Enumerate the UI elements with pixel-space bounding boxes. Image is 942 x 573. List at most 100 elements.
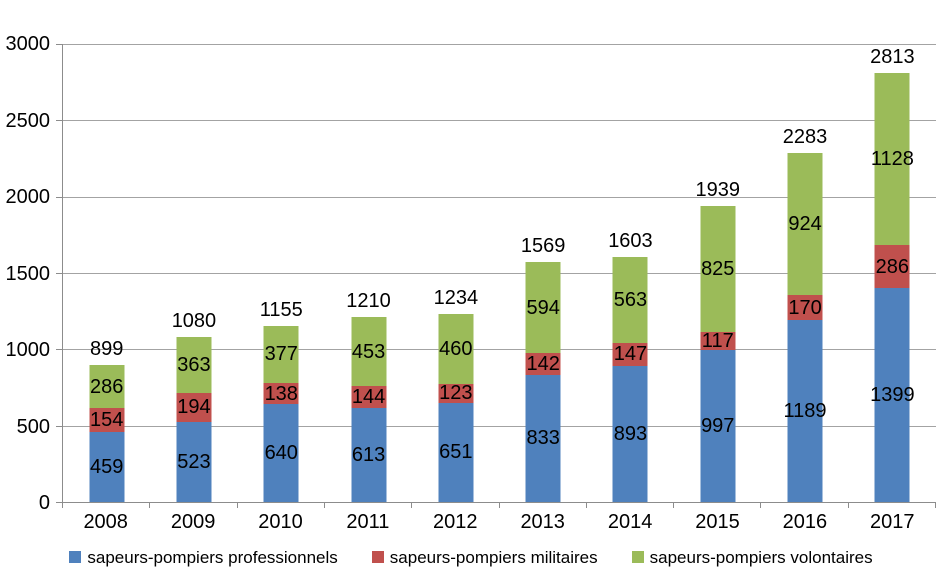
x-axis-label-2013: 2013 [520, 511, 565, 533]
bar-group-2009: 523 194 363 1080 [172, 44, 216, 502]
data-label-2011-series1: 144 [351, 386, 386, 409]
data-label-2009-series2: 363 [177, 353, 211, 376]
total-label-2013: 1569 [520, 235, 566, 258]
legend-item-series0: sapeurs-pompiers professionnels [69, 547, 338, 567]
bar-segment-2010-series1: 138 [263, 383, 299, 405]
data-label-2010-series2: 377 [264, 343, 298, 366]
legend-item-series2: sapeurs-pompiers volontaires [631, 549, 873, 566]
data-label-2017-series2: 1128 [870, 147, 914, 170]
data-label-2017-series0: 1399 [870, 384, 915, 407]
bar-segment-2017-series1: 286 [874, 244, 910, 289]
data-label-2013-series1: 142 [526, 353, 560, 375]
legend: sapeurs-pompiers professionnels sapeurs-p… [0, 544, 942, 570]
data-label-2012-series0: 651 [439, 441, 473, 464]
bar-segment-2012-series0: 651 [438, 402, 474, 502]
legend-swatch-icon [631, 551, 644, 563]
x-axis-tick-8 [760, 502, 762, 508]
data-label-2016-series1: 170 [788, 296, 822, 319]
data-label-2012-series1: 123 [439, 382, 473, 405]
bar-group-2012: 651 123 460 1234 [434, 44, 478, 502]
total-label-2008: 899 [89, 337, 124, 360]
y-axis-tick-500 [56, 425, 63, 427]
data-label-2009-series0: 523 [177, 451, 211, 474]
bar-group-2010: 640 138 377 1155 [260, 44, 303, 502]
data-label-2008-series0: 459 [89, 455, 124, 478]
x-axis-tick-9 [847, 502, 849, 508]
gridline-2500 [63, 120, 936, 122]
legend-swatch-icon [69, 551, 82, 563]
data-label-2011-series0: 613 [351, 444, 386, 467]
data-label-2016-series0: 1189 [783, 400, 827, 423]
bar-segment-2014-series0: 893 [612, 365, 648, 502]
x-axis-tick-7 [673, 502, 675, 508]
x-axis-label-2008: 2008 [83, 511, 128, 533]
y-axis-label-3000: 3000 [5, 33, 51, 55]
total-label-2015: 1939 [695, 178, 741, 201]
gridline-1500 [63, 273, 936, 274]
bar-segment-2014-series1: 147 [612, 343, 648, 366]
total-label-2010: 1155 [259, 298, 303, 321]
y-axis-label-1000: 1000 [5, 339, 51, 361]
data-label-2012-series2: 460 [439, 337, 473, 360]
x-axis-label-2010: 2010 [258, 511, 303, 533]
x-axis-tick-10 [935, 502, 936, 508]
bar-segment-2009-series2: 363 [176, 337, 212, 393]
data-label-2013-series2: 594 [526, 296, 560, 319]
data-label-2010-series0: 640 [264, 442, 298, 465]
data-label-2016-series2: 924 [788, 213, 822, 235]
y-axis-label-1500: 1500 [5, 262, 51, 285]
x-axis-tick-1 [149, 502, 151, 508]
x-axis-tick-2 [236, 502, 238, 508]
bar-group-2017: 1399 286 1128 2813 [870, 44, 915, 502]
bar-segment-2013-series0: 833 [525, 374, 561, 502]
x-axis-label-2014: 2014 [607, 511, 653, 533]
x-axis-tick-4 [411, 502, 413, 508]
bar-segment-2011-series1: 144 [351, 386, 387, 409]
bar-group-2011: 613 144 453 1210 [346, 44, 391, 502]
bar-segment-2015-series2: 825 [700, 206, 736, 332]
bar-segment-2010-series2: 377 [263, 325, 299, 384]
y-axis-label-500: 500 [16, 415, 50, 438]
bar-group-2013: 833 142 594 1569 [521, 44, 565, 502]
y-axis-tick-3000 [56, 44, 63, 45]
bar-group-2014: 893 147 563 1603 [608, 44, 653, 502]
data-label-2015-series2: 825 [701, 257, 735, 280]
total-label-2009: 1080 [171, 310, 217, 333]
data-label-2014-series2: 563 [613, 289, 648, 312]
gridline-500 [63, 425, 936, 427]
bar-segment-2014-series2: 563 [612, 257, 648, 344]
data-label-2013-series0: 833 [526, 427, 560, 450]
bar-segment-2013-series2: 594 [525, 262, 561, 354]
data-label-2011-series2: 453 [351, 340, 386, 363]
bar-segment-2017-series2: 1128 [871, 72, 914, 245]
y-axis-label-2000: 2000 [5, 186, 51, 208]
y-axis-label-2500: 2500 [5, 109, 51, 132]
y-axis-tick-2500 [56, 120, 63, 122]
data-label-2008-series1: 154 [89, 409, 124, 432]
bar-segment-2012-series1: 123 [438, 382, 474, 405]
x-axis-label-2016: 2016 [782, 511, 828, 533]
x-axis-tick-6 [585, 502, 587, 508]
y-axis-label-0: 0 [38, 492, 50, 514]
bar-segment-2008-series0: 459 [89, 431, 125, 502]
bar-segment-2008-series2: 286 [89, 364, 125, 409]
bar-group-2015: 997 117 825 1939 [696, 44, 740, 502]
total-label-2014: 1603 [608, 230, 653, 253]
total-label-2012: 1234 [433, 286, 479, 309]
data-label-2009-series1: 194 [177, 396, 211, 419]
legend-swatch-icon [371, 551, 384, 563]
data-label-2015-series0: 997 [701, 414, 735, 437]
bar-segment-2015-series1: 117 [700, 331, 736, 351]
legend-label-series1: sapeurs-pompiers militaires [389, 547, 598, 567]
bar-segment-2011-series0: 613 [351, 408, 387, 502]
bar-segment-2010-series0: 640 [263, 404, 299, 502]
bar-group-2008: 459 154 286 899 [89, 44, 125, 502]
x-axis-label-2015: 2015 [695, 511, 740, 533]
legend-item-series1: sapeurs-pompiers militaires [371, 547, 598, 567]
bar-segment-2016-series0: 1189 [784, 320, 827, 502]
legend-label-series0: sapeurs-pompiers professionnels [87, 547, 338, 567]
bar-segment-2016-series2: 924 [787, 153, 823, 295]
y-axis-tick-0 [56, 502, 63, 503]
x-axis-tick-5 [498, 502, 500, 508]
